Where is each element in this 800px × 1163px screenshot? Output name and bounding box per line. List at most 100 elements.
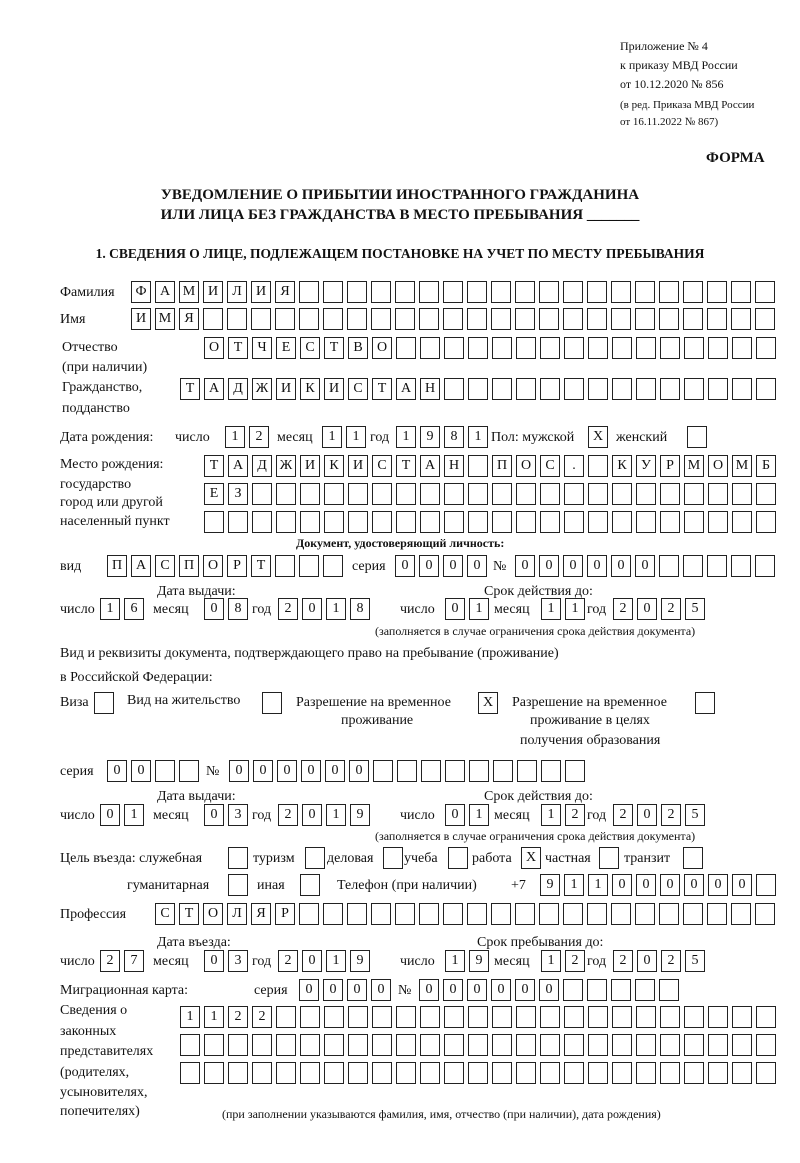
char-cell[interactable] xyxy=(396,337,416,359)
char-cell[interactable]: В xyxy=(348,337,368,359)
char-cell[interactable] xyxy=(372,1034,392,1056)
char-cell[interactable]: Т xyxy=(179,903,199,925)
char-cell[interactable] xyxy=(299,281,319,303)
char-cell[interactable] xyxy=(396,1034,416,1056)
char-cell[interactable]: 1 xyxy=(225,426,245,448)
char-cell[interactable] xyxy=(491,903,511,925)
char-cell[interactable] xyxy=(539,308,559,330)
char-cell[interactable]: Н xyxy=(420,378,440,400)
char-cell[interactable]: 0 xyxy=(204,950,224,972)
char-cell[interactable]: 0 xyxy=(612,874,632,896)
char-cell[interactable] xyxy=(419,281,439,303)
char-cell[interactable]: . xyxy=(564,455,584,477)
char-cell[interactable] xyxy=(683,308,703,330)
char-cell[interactable]: Л xyxy=(227,903,247,925)
char-cell[interactable]: 1 xyxy=(124,804,144,826)
char-cell[interactable] xyxy=(756,337,776,359)
char-cell[interactable] xyxy=(444,1034,464,1056)
char-cell[interactable]: С xyxy=(372,455,392,477)
char-cell[interactable] xyxy=(372,511,392,533)
char-cell[interactable] xyxy=(203,308,223,330)
char-cell[interactable] xyxy=(612,511,632,533)
char-cell[interactable]: Б xyxy=(756,455,776,477)
char-cell[interactable]: Я xyxy=(275,281,295,303)
char-cell[interactable]: М xyxy=(155,308,175,330)
char-cell[interactable] xyxy=(347,308,367,330)
char-cell[interactable]: И xyxy=(300,455,320,477)
char-cell[interactable] xyxy=(731,555,751,577)
char-cell[interactable]: 2 xyxy=(252,1006,272,1028)
char-cell[interactable]: 1 xyxy=(588,874,608,896)
char-cell[interactable] xyxy=(252,483,272,505)
char-cell[interactable] xyxy=(564,378,584,400)
char-cell[interactable] xyxy=(347,903,367,925)
char-cell[interactable]: 0 xyxy=(467,979,487,1001)
char-cell[interactable] xyxy=(180,1062,200,1084)
char-cell[interactable] xyxy=(443,903,463,925)
char-cell[interactable]: 0 xyxy=(467,555,487,577)
char-cell[interactable]: О xyxy=(516,455,536,477)
char-cell[interactable]: 1 xyxy=(541,804,561,826)
char-cell[interactable] xyxy=(467,903,487,925)
char-cell[interactable] xyxy=(636,483,656,505)
char-cell[interactable]: 6 xyxy=(124,598,144,620)
char-cell[interactable] xyxy=(732,337,752,359)
char-cell[interactable] xyxy=(756,511,776,533)
char-cell[interactable] xyxy=(252,1062,272,1084)
char-cell[interactable]: Т xyxy=(228,337,248,359)
char-cell[interactable] xyxy=(492,511,512,533)
char-cell[interactable]: 0 xyxy=(395,555,415,577)
char-cell[interactable]: Р xyxy=(227,555,247,577)
char-cell[interactable]: А xyxy=(155,281,175,303)
char-cell[interactable]: П xyxy=(179,555,199,577)
char-cell[interactable] xyxy=(588,1062,608,1084)
char-cell[interactable] xyxy=(420,511,440,533)
char-cell[interactable]: 0 xyxy=(445,598,465,620)
char-cell[interactable]: 5 xyxy=(685,950,705,972)
char-cell[interactable] xyxy=(684,511,704,533)
char-cell[interactable]: 2 xyxy=(613,950,633,972)
char-cell[interactable]: Т xyxy=(251,555,271,577)
char-cell[interactable] xyxy=(588,455,608,477)
char-cell[interactable] xyxy=(180,1034,200,1056)
char-cell[interactable] xyxy=(348,1062,368,1084)
char-cell[interactable] xyxy=(732,1062,752,1084)
char-cell[interactable] xyxy=(731,903,751,925)
char-cell[interactable] xyxy=(396,1006,416,1028)
char-cell[interactable]: Я xyxy=(251,903,271,925)
char-cell[interactable] xyxy=(275,555,295,577)
char-cell[interactable] xyxy=(515,903,535,925)
char-cell[interactable]: О xyxy=(203,903,223,925)
char-cell[interactable]: У xyxy=(636,455,656,477)
char-cell[interactable] xyxy=(467,281,487,303)
char-cell[interactable]: 0 xyxy=(302,804,322,826)
char-cell[interactable] xyxy=(732,1034,752,1056)
char-cell[interactable]: Ч xyxy=(252,337,272,359)
char-cell[interactable] xyxy=(444,1006,464,1028)
char-cell[interactable] xyxy=(444,511,464,533)
char-cell[interactable]: 1 xyxy=(445,950,465,972)
char-cell[interactable] xyxy=(300,1006,320,1028)
char-cell[interactable] xyxy=(708,1034,728,1056)
char-cell[interactable] xyxy=(276,1006,296,1028)
char-cell[interactable] xyxy=(659,555,679,577)
char-cell[interactable] xyxy=(611,308,631,330)
char-cell[interactable]: 0 xyxy=(443,555,463,577)
char-cell[interactable] xyxy=(684,378,704,400)
checkbox[interactable] xyxy=(448,847,468,869)
char-cell[interactable]: К xyxy=(612,455,632,477)
char-cell[interactable]: Я xyxy=(179,308,199,330)
char-cell[interactable] xyxy=(323,281,343,303)
char-cell[interactable]: Т xyxy=(180,378,200,400)
char-cell[interactable] xyxy=(373,760,393,782)
char-cell[interactable] xyxy=(636,511,656,533)
checkbox[interactable] xyxy=(262,692,282,714)
char-cell[interactable]: 1 xyxy=(180,1006,200,1028)
char-cell[interactable] xyxy=(732,378,752,400)
char-cell[interactable] xyxy=(540,483,560,505)
char-cell[interactable] xyxy=(587,281,607,303)
checkbox[interactable] xyxy=(383,847,403,869)
char-cell[interactable] xyxy=(324,1006,344,1028)
char-cell[interactable]: Т xyxy=(204,455,224,477)
char-cell[interactable]: 9 xyxy=(350,950,370,972)
